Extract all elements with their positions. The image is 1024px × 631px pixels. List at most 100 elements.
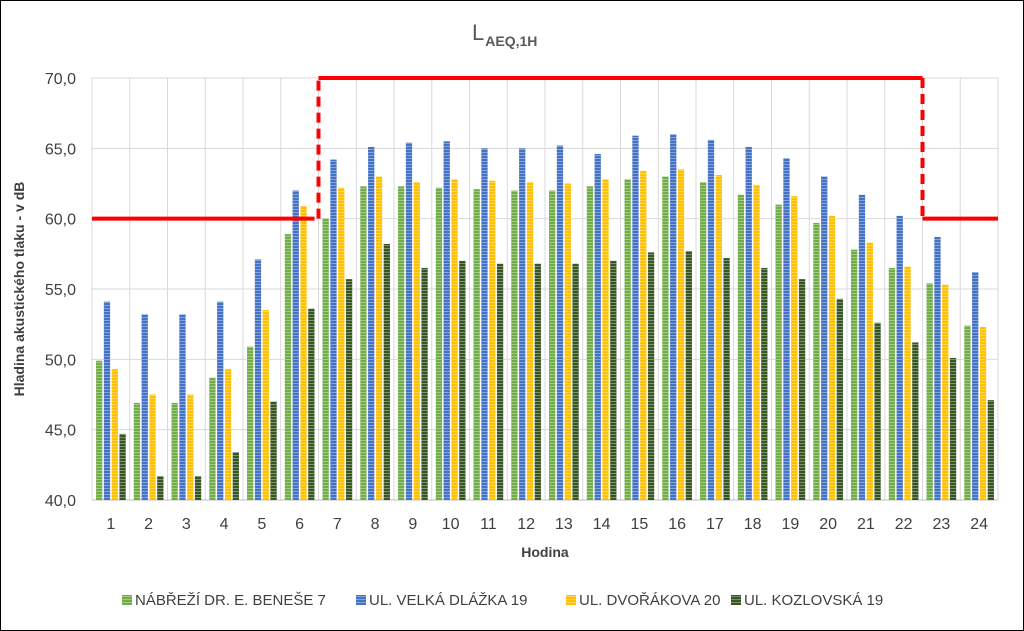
bar [473,189,480,501]
y-axis-title: Hladina akustického tlaku - v dB [11,182,27,397]
x-tick-label: 11 [480,516,497,533]
bar [640,170,647,500]
bar [360,186,367,500]
x-tick-label: 13 [555,516,573,533]
legend-swatch [356,595,366,605]
bar [247,346,254,500]
x-tick-label: 14 [593,516,611,533]
x-tick-label: 5 [257,516,266,533]
bar [723,258,730,500]
chart-title: LAEQ,1H [472,20,537,49]
bar [96,360,103,500]
x-tick-label: 16 [668,516,686,533]
bar [405,142,413,500]
legend-label: UL. VELKÁ DLÁŽKA 19 [369,592,527,609]
bar [179,314,186,500]
bar [586,186,594,500]
bar [572,263,579,500]
bar [398,186,405,500]
bar [972,272,979,500]
legend-label: UL. DVOŘÁKOVA 20 [579,592,720,609]
y-tick-label: 50,0 [45,352,76,369]
bar [783,158,790,500]
bar [753,184,760,500]
bar [171,402,178,500]
bar [103,301,111,500]
bar [421,267,428,500]
x-tick-label: 3 [182,516,191,533]
y-tick-label: 40,0 [45,493,76,510]
bar [813,222,820,501]
bar [519,148,526,501]
bar [133,402,141,500]
x-tick-label: 24 [970,516,988,533]
legend-swatch [566,595,576,605]
bar [270,401,277,500]
bar [685,251,692,500]
bar [836,298,843,500]
bar [775,204,782,500]
bar [451,179,458,500]
bar [602,179,609,500]
bar [564,183,571,500]
bar [745,146,752,500]
bar [511,190,518,501]
bar [926,283,933,500]
bar [874,322,881,500]
bar [338,187,345,500]
y-tick-label: 45,0 [45,423,76,440]
bar [949,357,957,500]
x-tick-label: 19 [781,516,799,533]
y-tick-label: 55,0 [45,282,76,299]
x-tick-label: 23 [932,516,950,533]
x-axis-ticks: 1 2 3 4 5 6 7 8 9 10 11 12 13 14 15 16 17 18 19 20 21 22 23 24 [106,516,988,533]
bar [964,325,971,500]
x-axis-title: Hodina [521,544,569,560]
x-tick-label: 8 [371,516,380,533]
bar [232,452,239,500]
bar [435,187,443,500]
bar [157,476,164,500]
bar [791,196,798,500]
bar [254,259,262,500]
x-tick-label: 6 [295,516,304,533]
bar [798,279,806,500]
bar [866,242,873,500]
bar [979,326,987,500]
bar [459,260,466,500]
bar [375,176,383,500]
bar [443,141,450,501]
x-tick-label: 1 [106,516,115,533]
bar [209,377,216,500]
legend-label: NÁBŘEŽÍ DR. E. BENEŠE 7 [135,592,326,609]
x-tick-label: 4 [220,516,229,533]
bar [194,476,202,500]
bar [111,369,118,500]
legend-label: UL. KOZLOVSKÁ 19 [744,592,883,609]
bar [737,194,745,500]
chart-title-main: L [472,20,484,45]
bar [912,342,919,500]
legend-swatch [731,595,741,605]
bar [858,194,866,500]
bar [526,182,534,501]
x-tick-label: 20 [819,516,837,533]
bar [534,263,541,500]
bar [308,308,315,500]
bar [345,279,353,500]
bar [217,301,224,500]
bar [828,215,836,500]
bar [670,134,677,500]
chart-title-sub: AEQ,1H [485,33,537,49]
y-tick-label: 60,0 [45,212,76,229]
bar [632,135,639,500]
bar [677,169,685,500]
bar [284,234,292,500]
bar [987,400,994,500]
bar [700,182,707,501]
y-tick-label: 65,0 [45,141,76,158]
bar [300,206,307,501]
bar [594,153,601,500]
legend: NÁBŘEŽÍ DR. E. BENEŠE 7 UL. VELKÁ DLÁŽKA … [122,592,883,609]
